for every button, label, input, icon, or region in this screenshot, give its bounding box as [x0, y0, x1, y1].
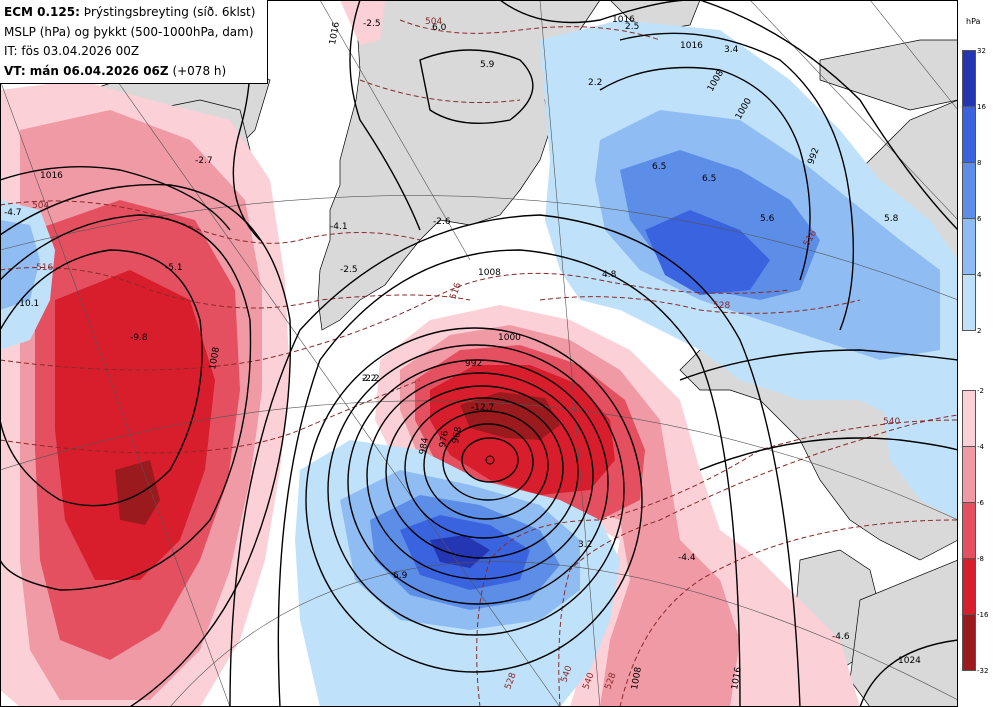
parameter-title: Þrýstingsbreyting (síð. 6klst) [83, 5, 256, 19]
isobar-label: 968 [451, 426, 464, 445]
model-name: ECM 0.125: [4, 5, 80, 19]
isobar-label: 1016 [680, 41, 703, 51]
thickness-label: 516 [36, 263, 53, 273]
tendency-value: 2.2 [588, 78, 602, 88]
colorbar-swatch [962, 274, 976, 331]
colorbar-swatch [962, 446, 976, 503]
colorbar-tick: -2 [977, 387, 984, 395]
thickness-label: 504 [425, 17, 442, 27]
colorbar-tick: 4 [977, 271, 982, 279]
low-center-marker [485, 455, 495, 465]
colorbar-tick: -32 [977, 667, 989, 675]
graticule [0, 0, 958, 707]
tendency-value: -4.1 [330, 222, 348, 232]
colorbar-negative: -2 -4 -6 -8 -16 -32 [962, 387, 1000, 675]
header-line-2: MSLP (hPa) og þykkt (500-1000hPa, dam) [4, 24, 254, 39]
tendency-value: 5.8 [884, 214, 899, 224]
colorbar-swatch [962, 218, 976, 275]
thickness-label: 504 [32, 201, 49, 211]
colorbar-tick: -6 [977, 499, 984, 507]
isobar-label: 1016 [612, 15, 635, 25]
isobar-label: 984 [418, 437, 431, 456]
tendency-value: 2.5 [625, 22, 639, 32]
tendency-value: -4.4 [678, 553, 696, 563]
tendency-value: 5.6 [760, 214, 775, 224]
header-title-line: ECM 0.125: Þrýstingsbreyting (síð. 6klst… [4, 3, 267, 23]
colorbar-tick: 6 [977, 215, 982, 223]
tendency-value: 4.8 [602, 270, 617, 280]
thickness-label: 540 [883, 417, 900, 427]
tendency-value: 3.2 [578, 540, 592, 550]
isobar-label: 1024 [898, 656, 921, 666]
isobar-label: 1016 [40, 171, 63, 181]
pressure-fall-areas [0, 0, 860, 707]
colorbar-swatch [962, 502, 976, 559]
thickness-contours [0, 19, 958, 707]
initial-time: IT: fös 03.04.2026 00Z [4, 44, 140, 58]
tendency-value: -2.5 [363, 19, 381, 29]
isobar-label: 1016 [328, 21, 342, 46]
colorbar-swatch [962, 162, 976, 219]
valid-time-line: VT: mán 06.04.2026 06Z (+078 h) [4, 62, 267, 82]
forecast-hour: (+078 h) [172, 63, 227, 78]
isobar-label: 1008 [630, 666, 644, 691]
tendency-labels: -2.5 -2.7 -4.7 -5.1 -10.1 -9.8 -2.6 -4.1… [4, 19, 899, 642]
isobar-labels: 1016 1016 1008 1000 992 984 976 968 1008… [40, 15, 921, 691]
tendency-value: 6.0 [432, 23, 447, 33]
colorbar-swatch [962, 390, 976, 447]
tendency-value: -4.6 [832, 632, 850, 642]
valid-time: VT: mán 06.04.2026 06Z [4, 63, 169, 78]
tendency-value: -2.2 [362, 374, 380, 384]
colorbar-tick: 32 [977, 47, 986, 55]
colorbar-swatch [962, 614, 976, 671]
colorbar-tick: -4 [977, 443, 984, 451]
colorbar-unit: hPa [966, 17, 981, 26]
tendency-value: -12.7 [471, 403, 494, 413]
isobar-label: 1008 [208, 346, 222, 371]
isobar-label: 976 [438, 430, 451, 449]
thickness-label: 528 [713, 301, 730, 311]
tendency-value: 2.2 [362, 374, 376, 384]
colorbar-tick: -8 [977, 555, 984, 563]
tendency-value: -2.6 [433, 217, 451, 227]
isobar-label: 1008 [478, 268, 501, 278]
colorbar-tick: 8 [977, 159, 982, 167]
isobars [0, 0, 958, 707]
europe-south [849, 559, 958, 707]
colorbar-positive: 32 16 8 6 4 2 [962, 47, 1000, 335]
isobar-label: 1016 [730, 666, 744, 691]
tendency-value: -4.7 [4, 208, 22, 218]
colorbar-swatch [962, 558, 976, 615]
colorbar-tick: -16 [977, 611, 989, 619]
tendency-value: -2.7 [195, 156, 213, 166]
tendency-value: -5.1 [165, 263, 183, 273]
tendency-value: 3.4 [724, 45, 739, 55]
isobar-label: 992 [465, 359, 482, 369]
tendency-value: 6.9 [393, 571, 408, 581]
header-info-box: ECM 0.125: Þrýstingsbreyting (síð. 6klst… [0, 0, 268, 84]
isobar-label: 1000 [498, 333, 521, 343]
tendency-value: 6.5 [652, 162, 666, 172]
tendency-value: -2.5 [340, 265, 358, 275]
russia-north [819, 39, 958, 111]
tendency-value: -10.1 [16, 299, 39, 309]
tendency-value: -9.8 [130, 333, 148, 343]
colorbar-swatch [962, 50, 976, 107]
colorbar-tick: 2 [977, 327, 982, 335]
tendency-value: 5.9 [480, 60, 495, 70]
tendency-value: 6.5 [702, 174, 716, 184]
colorbar-swatch [962, 106, 976, 163]
colorbar-tick: 16 [977, 103, 986, 111]
